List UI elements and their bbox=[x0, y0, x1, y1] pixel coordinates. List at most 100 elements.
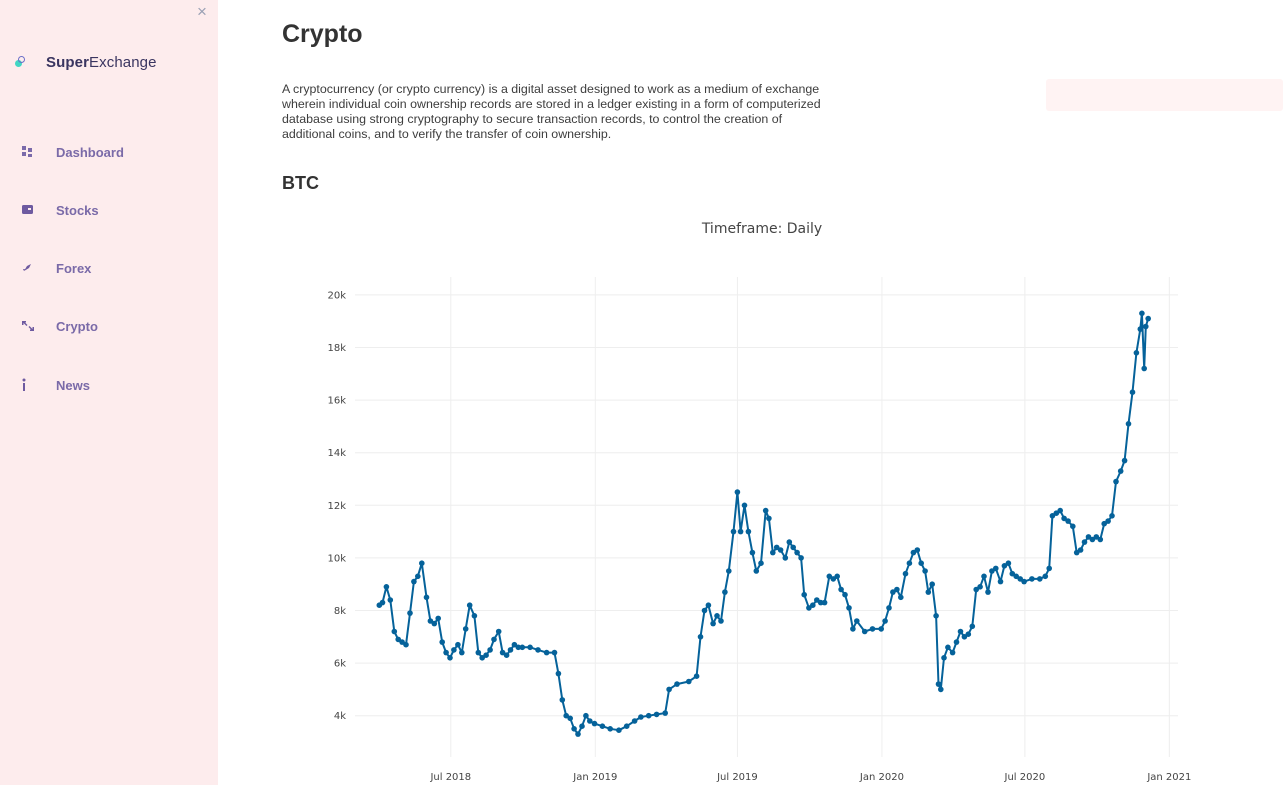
data-point[interactable]: 2018-12-20: 4000 bbox=[583, 712, 589, 719]
data-point[interactable]: 2020-01-25: 8500 bbox=[898, 594, 904, 601]
data-point[interactable]: 2018-04-10: 8900 bbox=[383, 584, 390, 590]
data-point[interactable]: 2018-04-20: 7200 bbox=[391, 628, 398, 635]
data-point[interactable]: 2020-10-20: 11600 bbox=[1109, 513, 1115, 519]
data-point[interactable]: 2020-05-10: 9300 bbox=[981, 573, 987, 580]
data-point[interactable]: 2019-10-20: 8300 bbox=[821, 599, 828, 606]
data-point[interactable]: 2019-02-20: 3800 bbox=[631, 718, 638, 724]
data-point[interactable]: 2020-01-20: 8800 bbox=[894, 586, 900, 593]
btc-price-chart[interactable]: Timeframe: Daily 4k 6k 8k 10k 12k 14k 16k 18k 20… bbox=[282, 212, 1282, 785]
data-point[interactable]: 2018-06-30: 6200 bbox=[447, 655, 453, 661]
data-point[interactable]: 2020-11-20: 17800 bbox=[1133, 350, 1140, 356]
data-point[interactable]: 2019-09-15: 10200 bbox=[794, 549, 800, 556]
data-point[interactable]: 2020-09-30: 10800 bbox=[1093, 534, 1100, 540]
data-point[interactable]: 2020-05-31: 9100 bbox=[997, 578, 1004, 585]
data-point[interactable]: 2020-09-15: 10600 bbox=[1081, 539, 1088, 545]
data-point[interactable]: 2018-08-25: 6900 bbox=[491, 636, 497, 643]
sidebar-item-stocks[interactable]: Stocks bbox=[0, 199, 218, 221]
data-point[interactable]: 2020-02-05: 9800 bbox=[906, 560, 913, 566]
data-point[interactable]: 2019-06-10: 7600 bbox=[718, 618, 724, 624]
data-point[interactable]: 2018-04-15: 8400 bbox=[387, 597, 394, 603]
sidebar-item-forex[interactable]: Forex bbox=[0, 257, 218, 279]
data-point[interactable]: 2020-10-05: 10700 bbox=[1097, 536, 1104, 543]
data-point[interactable]: 2019-07-15: 11000 bbox=[745, 528, 752, 535]
data-point[interactable]: 2019-07-10: 12000 bbox=[741, 502, 748, 509]
data-point[interactable]: 2018-05-05: 6700 bbox=[403, 641, 409, 648]
data-point[interactable]: 2019-11-15: 8600 bbox=[842, 591, 848, 598]
data-point[interactable]: 2019-11-05: 9300 bbox=[834, 573, 840, 580]
data-point[interactable]: 2018-05-20: 9300 bbox=[415, 573, 421, 580]
data-point[interactable]: 2018-11-20: 4600 bbox=[559, 697, 566, 703]
data-point[interactable]: 2020-10-15: 11400 bbox=[1105, 518, 1111, 524]
data-point[interactable]: 2019-10-05: 8200 bbox=[810, 602, 816, 608]
data-point[interactable]: 2018-07-10: 6700 bbox=[455, 641, 461, 648]
data-point[interactable]: 2019-06-15: 8700 bbox=[722, 589, 728, 595]
data-point[interactable]: 2020-09-10: 10300 bbox=[1077, 547, 1084, 553]
data-point[interactable]: 2020-02-20: 9800 bbox=[918, 560, 924, 566]
data-point[interactable]: 2019-08-25: 10300 bbox=[777, 547, 784, 553]
data-point[interactable]: 2019-01-20: 3500 bbox=[607, 726, 613, 732]
data-point[interactable]: 2020-05-25: 9600 bbox=[993, 565, 999, 572]
data-point[interactable]: 2018-06-10: 7500 bbox=[431, 620, 438, 627]
data-point[interactable]: 2018-12-31: 3700 bbox=[591, 720, 598, 727]
data-point[interactable]: 2019-11-30: 7600 bbox=[854, 618, 860, 624]
data-point[interactable]: 2018-07-05: 6500 bbox=[451, 647, 457, 653]
data-point[interactable]: 2020-08-01: 9600 bbox=[1046, 565, 1052, 572]
data-point[interactable]: 2019-05-10: 5500 bbox=[693, 673, 700, 679]
data-point[interactable]: 2020-06-05: 9700 bbox=[1001, 563, 1008, 569]
data-point[interactable]: 2018-07-15: 6400 bbox=[459, 649, 465, 656]
data-point[interactable]: 2018-06-15: 7700 bbox=[435, 615, 441, 622]
data-point[interactable]: 2020-04-10: 7200 bbox=[957, 628, 964, 635]
data-point[interactable]: 2020-03-05: 9000 bbox=[929, 581, 935, 587]
data-point[interactable]: 2020-02-29: 8700 bbox=[925, 589, 932, 595]
data-point[interactable]: 2020-11-27: 19300 bbox=[1139, 310, 1145, 317]
sidebar-item-dashboard[interactable]: Dashboard bbox=[0, 141, 218, 163]
data-point[interactable]: 2018-10-10: 6600 bbox=[527, 644, 533, 651]
data-point[interactable]: 2018-05-10: 7900 bbox=[407, 610, 413, 616]
data-point[interactable]: 2020-06-30: 9100 bbox=[1021, 578, 1027, 585]
data-point[interactable]: 2018-08-15: 6300 bbox=[483, 652, 489, 658]
data-point[interactable]: 2020-06-20: 9300 bbox=[1013, 573, 1019, 580]
data-point[interactable]: 2019-12-10: 7200 bbox=[861, 628, 868, 635]
data-point[interactable]: 2019-05-31: 7500 bbox=[710, 620, 716, 627]
data-point[interactable]: 2018-08-31: 7200 bbox=[495, 628, 502, 635]
data-point[interactable]: 2018-04-25: 6900 bbox=[395, 636, 401, 643]
data-point[interactable]: 2020-03-16: 5000 bbox=[938, 686, 944, 693]
data-point[interactable]: 2020-04-30: 8800 bbox=[973, 586, 979, 593]
data-point[interactable]: 2020-05-05: 8900 bbox=[977, 584, 983, 590]
data-point[interactable]: 2020-11-25: 18700 bbox=[1137, 326, 1144, 332]
data-point[interactable]: 2020-03-13: 5200 bbox=[935, 681, 942, 687]
data-point[interactable]: 2020-01-15: 8700 bbox=[890, 589, 896, 595]
data-point[interactable]: 2019-05-20: 8000 bbox=[701, 607, 708, 614]
data-point[interactable]: 2019-07-01: 12500 bbox=[734, 489, 741, 495]
data-point[interactable]: 2020-12-05: 19100 bbox=[1145, 315, 1151, 322]
data-point[interactable]: 2019-07-25: 9500 bbox=[753, 568, 760, 574]
data-point[interactable]: 2019-04-15: 5200 bbox=[674, 681, 680, 687]
data-point[interactable]: 2019-12-20: 7300 bbox=[869, 626, 876, 632]
data-point[interactable]: 2018-04-05: 8300 bbox=[379, 599, 386, 606]
data-point[interactable]: 2019-04-30: 5300 bbox=[686, 678, 692, 685]
data-point[interactable]: 2019-09-24: 8600 bbox=[801, 591, 807, 598]
data-point[interactable]: 2020-02-15: 10300 bbox=[914, 547, 921, 553]
data-point[interactable]: 2018-10-31: 6400 bbox=[543, 649, 550, 656]
data-point[interactable]: 2020-06-25: 9200 bbox=[1017, 576, 1023, 582]
close-icon[interactable]: × bbox=[197, 2, 207, 21]
data-point[interactable]: 2018-10-20: 6500 bbox=[535, 647, 541, 653]
data-point[interactable]: 2020-08-15: 11800 bbox=[1057, 507, 1063, 514]
data-point[interactable]: 2019-06-26: 11000 bbox=[730, 528, 737, 535]
data-point[interactable]: 2018-11-10: 6400 bbox=[551, 649, 558, 656]
data-point[interactable]: 2020-04-20: 7100 bbox=[965, 631, 972, 637]
data-point[interactable]: 2018-11-15: 5600 bbox=[555, 670, 562, 677]
data-point[interactable]: 2019-02-28: 3950 bbox=[638, 714, 644, 720]
data-point[interactable]: 2019-10-15: 8300 bbox=[817, 599, 824, 606]
data-point[interactable]: 2019-07-05: 11000 bbox=[737, 528, 744, 535]
data-point[interactable]: 2019-05-15: 7000 bbox=[697, 634, 704, 640]
data-point[interactable]: 2019-11-25: 7300 bbox=[850, 626, 856, 632]
data-point[interactable]: 2019-07-20: 10200 bbox=[749, 549, 756, 556]
data-point[interactable]: 2018-09-05: 6400 bbox=[499, 649, 506, 656]
data-point[interactable]: 2018-09-25: 6600 bbox=[515, 644, 522, 651]
data-point[interactable]: 2018-08-20: 6500 bbox=[487, 647, 493, 653]
data-point[interactable]: 2018-07-25: 8200 bbox=[466, 602, 473, 608]
data-point[interactable]: 2019-07-31: 9800 bbox=[758, 560, 764, 566]
data-point[interactable]: 2020-05-15: 8700 bbox=[985, 589, 991, 595]
data-point[interactable]: 2020-07-10: 9200 bbox=[1029, 576, 1035, 582]
